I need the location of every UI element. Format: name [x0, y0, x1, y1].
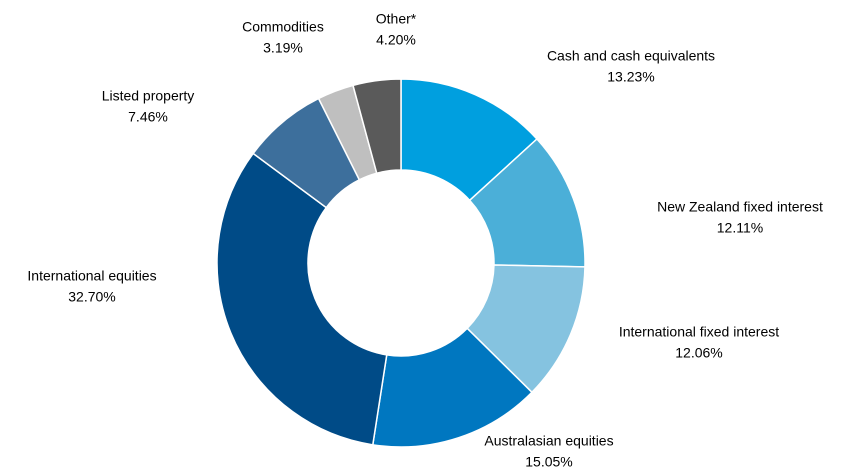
segment-value: 32.70%: [68, 289, 115, 305]
segment-label: Commodities: [242, 19, 324, 35]
segment-label: Listed property: [102, 88, 195, 104]
segment-value: 13.23%: [607, 69, 654, 85]
segment-label: Cash and cash equivalents: [547, 48, 715, 64]
segment-value: 4.20%: [376, 32, 416, 48]
donut-segment: [216, 152, 388, 446]
segment-label: International fixed interest: [619, 324, 779, 340]
segment-value: 15.05%: [525, 454, 572, 469]
segment-label: Australasian equities: [484, 433, 613, 449]
segment-label: New Zealand fixed interest: [657, 199, 823, 215]
segment-value: 12.11%: [717, 220, 763, 236]
segment-value: 3.19%: [263, 40, 303, 56]
donut-segment: [371, 327, 533, 448]
segment-value: 12.06%: [675, 345, 722, 361]
segment-label: International equities: [27, 268, 156, 284]
donut-segment: [352, 78, 402, 175]
segment-label: Other*: [376, 11, 417, 27]
segment-value: 7.46%: [128, 109, 168, 125]
